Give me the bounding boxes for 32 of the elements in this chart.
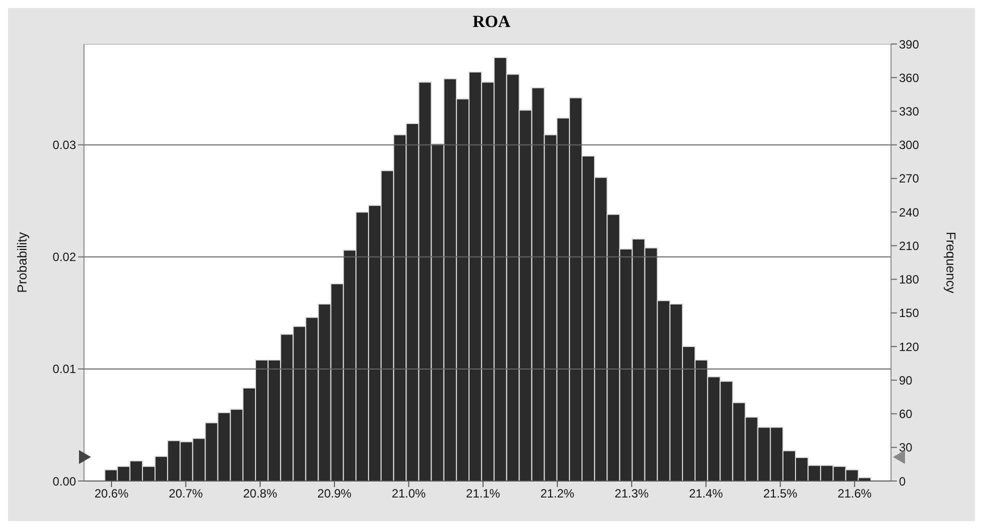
x-tick-label: 20.9% bbox=[317, 486, 352, 501]
chart-title: ROA bbox=[472, 11, 512, 33]
y2-tick-label: 330 bbox=[899, 104, 920, 118]
y2-axis-title: Frequency bbox=[943, 232, 958, 294]
y2-tick-label: 390 bbox=[899, 37, 920, 52]
y2-tick-label: 30 bbox=[899, 440, 913, 455]
x-tick-label: 21.1% bbox=[466, 486, 500, 501]
x-tick-label: 20.6% bbox=[94, 486, 129, 501]
x-tick-label: 21.4% bbox=[688, 486, 724, 501]
y-tick-label: 0.02 bbox=[52, 250, 76, 264]
x-tick-label: 21.3% bbox=[614, 486, 649, 501]
y2-tick-label: 300 bbox=[899, 138, 920, 152]
y-axis-title: Probability bbox=[14, 232, 30, 293]
x-tick-label: 21.6% bbox=[838, 486, 872, 501]
y2-tick-label: 60 bbox=[899, 407, 913, 422]
y2-tick-label: 120 bbox=[899, 340, 920, 354]
y2-tick-label: 0 bbox=[899, 474, 906, 488]
y2-tick-label: 210 bbox=[899, 238, 920, 253]
y2-tick-label: 180 bbox=[899, 272, 920, 287]
x-tick-label: 21.2% bbox=[540, 486, 575, 501]
y-tick-label: 0.01 bbox=[52, 362, 76, 376]
x-tick-label: 21.0% bbox=[392, 486, 426, 501]
y2-tick-label: 240 bbox=[899, 205, 920, 220]
y2-tick-label: 360 bbox=[899, 70, 920, 85]
x-tick-label: 20.8% bbox=[243, 486, 278, 501]
x-tick-label: 21.5% bbox=[763, 486, 798, 501]
y2-tick-label: 270 bbox=[899, 172, 920, 186]
y-tick-label: 0.00 bbox=[52, 474, 76, 488]
x-tick-label: 20.7% bbox=[168, 486, 204, 501]
y-tick-label: 0.03 bbox=[52, 138, 76, 152]
y2-tick-label: 90 bbox=[899, 373, 913, 388]
y2-tick-label: 150 bbox=[899, 306, 920, 320]
